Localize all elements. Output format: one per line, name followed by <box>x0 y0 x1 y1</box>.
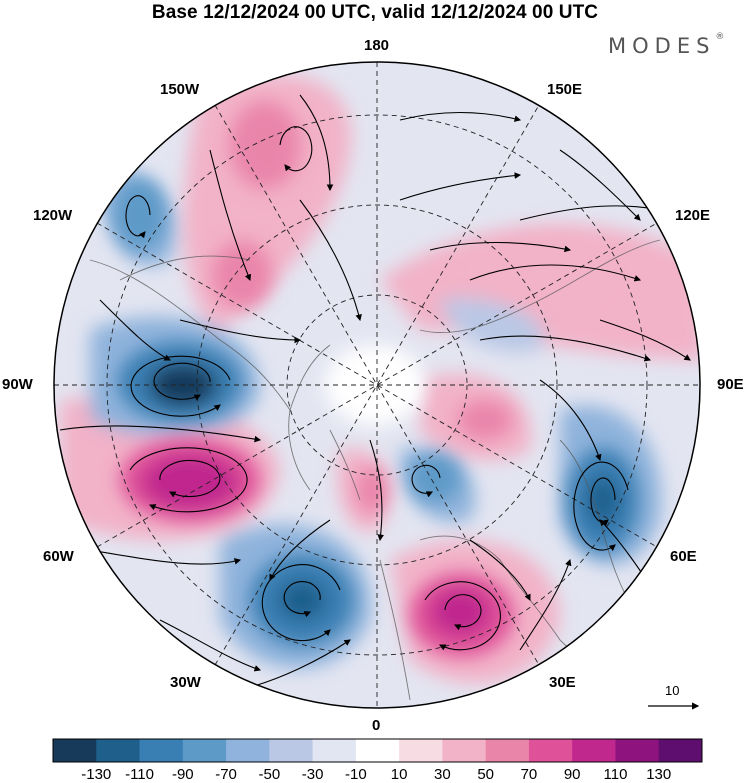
lon-label-90e: 90E <box>717 376 744 393</box>
colorbar-tick-label: -110 <box>125 766 154 783</box>
colorbar-swatch <box>139 739 184 762</box>
colorbar-tick-label: 50 <box>477 766 494 783</box>
colorbar-tick-label: -90 <box>171 766 194 783</box>
colorbar-tick-label: -30 <box>301 766 324 783</box>
lon-label-60e: 60E <box>670 548 697 565</box>
colorbar-swatch <box>615 739 660 762</box>
lon-label-90w: 90W <box>2 376 33 393</box>
colorbar-swatch <box>269 739 314 762</box>
reference-vector-label: 10 <box>665 683 680 698</box>
colorbar-swatch <box>226 739 270 762</box>
lon-label-0: 0 <box>372 717 381 734</box>
lon-label-180: 180 <box>364 37 390 54</box>
graticule <box>54 62 700 708</box>
colorbar-swatch <box>572 739 616 762</box>
colorbar-swatch <box>182 739 227 762</box>
colorbar-swatch <box>485 739 530 762</box>
colorbar-tick-label: -50 <box>258 766 281 783</box>
colorbar-tick-label: -130 <box>81 766 112 783</box>
modes-logo: MODES® <box>608 32 725 58</box>
lon-label-30e: 30E <box>549 674 576 691</box>
colorbar-tick-label: 70 <box>520 766 538 783</box>
colorbar-swatch <box>528 739 573 762</box>
streamlines <box>59 94 691 691</box>
lon-label-120e: 120E <box>675 207 711 224</box>
colorbar-swatch <box>312 739 357 762</box>
colorbar-outline <box>52 738 703 763</box>
colorbar-swatch <box>355 739 400 762</box>
chart-title: Base 12/12/2024 00 UTC, valid 12/12/2024… <box>151 2 599 23</box>
colorbar-tick-label: 110 <box>603 766 628 783</box>
lon-label-30w: 30W <box>170 674 201 691</box>
colorbar <box>52 738 703 763</box>
lon-label-150e: 150E <box>547 81 583 98</box>
colorbar-swatch <box>442 739 487 762</box>
colorbar-swatch <box>96 739 141 762</box>
colorbar-tick-label: 90 <box>563 766 581 783</box>
colorbar-tick-label: 130 <box>646 766 672 783</box>
colorbar-tick-label: -70 <box>215 766 237 783</box>
colorbar-tick-label: -10 <box>345 766 367 783</box>
lon-label-120w: 120W <box>33 207 73 224</box>
colorbar-swatch <box>399 739 443 762</box>
colorbar-tick-label: 10 <box>390 766 408 783</box>
lon-label-150w: 150W <box>160 81 200 98</box>
colorbar-swatch <box>53 739 97 762</box>
lon-label-60w: 60W <box>43 548 74 565</box>
map-boundary <box>53 61 701 709</box>
map-disk <box>54 62 700 708</box>
colorbar-tick-label: 30 <box>434 766 451 783</box>
colorbar-swatch <box>658 739 703 762</box>
